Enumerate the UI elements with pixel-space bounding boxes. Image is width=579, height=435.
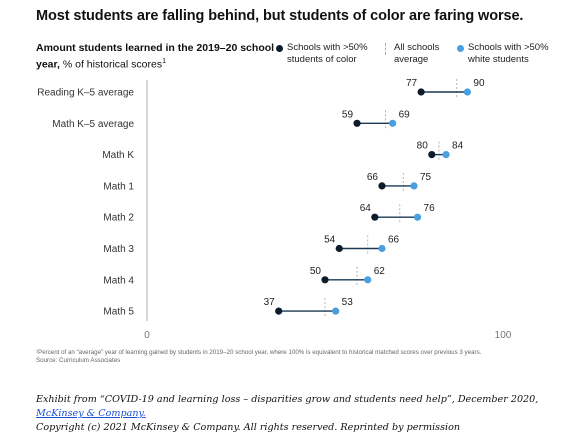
category-label: Math 2	[103, 213, 134, 224]
legend-item-all-schools: All schools average	[383, 42, 439, 66]
blue-value-label: 76	[424, 203, 436, 214]
dark-value-label: 77	[406, 78, 418, 89]
category-label: Math 3	[103, 244, 134, 255]
dark-point	[275, 307, 283, 315]
legend-label-color-1: Schools with >50%	[287, 42, 368, 53]
blue-value-label: 75	[420, 172, 432, 183]
dumbbell-chart: 0 100 Reading K–5 average 77 90 Math K–5 aver…	[37, 78, 512, 341]
category-label: Math K–5 average	[52, 119, 134, 130]
blue-point	[332, 307, 340, 315]
category-label: Math 4	[103, 275, 134, 286]
legend-label-avg-2: average	[394, 54, 429, 65]
dark-point	[335, 244, 343, 253]
blue-value-label: 66	[388, 235, 400, 246]
legend-label-white-1: Schools with >50%	[468, 42, 549, 53]
category-label: Reading K–5 average	[37, 88, 134, 99]
dark-value-label: 54	[324, 235, 336, 246]
blue-point	[413, 213, 422, 221]
dark-value-label: 59	[342, 109, 354, 120]
footnote-text: ¹Percent of an “average” year of learnin…	[36, 349, 482, 356]
dark-point	[321, 276, 329, 284]
footnote: ¹Percent of an “average” year of learnin…	[36, 349, 576, 365]
blue-value-label: 53	[342, 297, 354, 308]
dark-point	[353, 119, 361, 127]
blue-point	[364, 276, 372, 284]
subtitle-footnote-marker: 1	[162, 58, 166, 65]
category-label: Math 1	[103, 181, 134, 192]
blue-value-label: 84	[452, 141, 464, 152]
mckinsey-link[interactable]: McKinsey & Company.	[36, 408, 146, 419]
blue-point	[442, 151, 450, 159]
legend-dark-dot-icon	[276, 45, 283, 52]
blue-value-label: 69	[399, 109, 411, 120]
category-label: Math 5	[103, 307, 134, 318]
dark-value-label: 64	[360, 203, 372, 214]
blue-value-label: 90	[473, 78, 485, 89]
x-tick-label: 0	[144, 330, 150, 341]
blue-point	[410, 182, 418, 190]
source-text: Source: Curriculum Associates	[36, 357, 121, 364]
subtitle-rest: % of historical scores	[59, 58, 163, 71]
credit: Exhibit from “COVID-19 and learning loss…	[36, 393, 576, 435]
blue-point	[463, 88, 471, 96]
subtitle-bold: Amount students learned in the 2019–20 s…	[36, 42, 275, 71]
legend-label-avg-1: All schools	[394, 42, 440, 53]
dark-value-label: 50	[310, 266, 322, 277]
chart-subtitle: Amount students learned in the 2019–20 s…	[36, 42, 276, 72]
credit-text: Exhibit from “COVID-19 and learning loss…	[36, 394, 539, 405]
blue-value-label: 62	[374, 266, 386, 277]
dark-point	[378, 182, 386, 190]
dark-point	[371, 213, 379, 221]
blue-point	[378, 244, 386, 253]
dark-value-label: 66	[367, 172, 379, 183]
dark-point	[417, 88, 425, 96]
x-tick-label: 100	[495, 330, 512, 341]
dark-point	[428, 151, 436, 159]
legend-label-color-2: students of color	[287, 54, 357, 65]
dark-value-label: 80	[417, 141, 429, 152]
copyright-text: Copyright (c) 2021 McKinsey & Company. A…	[36, 422, 461, 433]
category-label: Math K	[102, 150, 134, 161]
legend-average-tick-icon	[385, 43, 386, 55]
chart-title: Most students are falling behind, but st…	[36, 8, 524, 24]
legend-label-white-2: white students	[468, 54, 529, 65]
legend-item-students-of-color: Schools with >50% students of color	[276, 42, 368, 66]
dark-value-label: 37	[264, 297, 276, 308]
legend-blue-dot-icon	[457, 45, 464, 52]
legend-item-white-students: Schools with >50% white students	[457, 42, 549, 66]
blue-point	[389, 119, 397, 127]
